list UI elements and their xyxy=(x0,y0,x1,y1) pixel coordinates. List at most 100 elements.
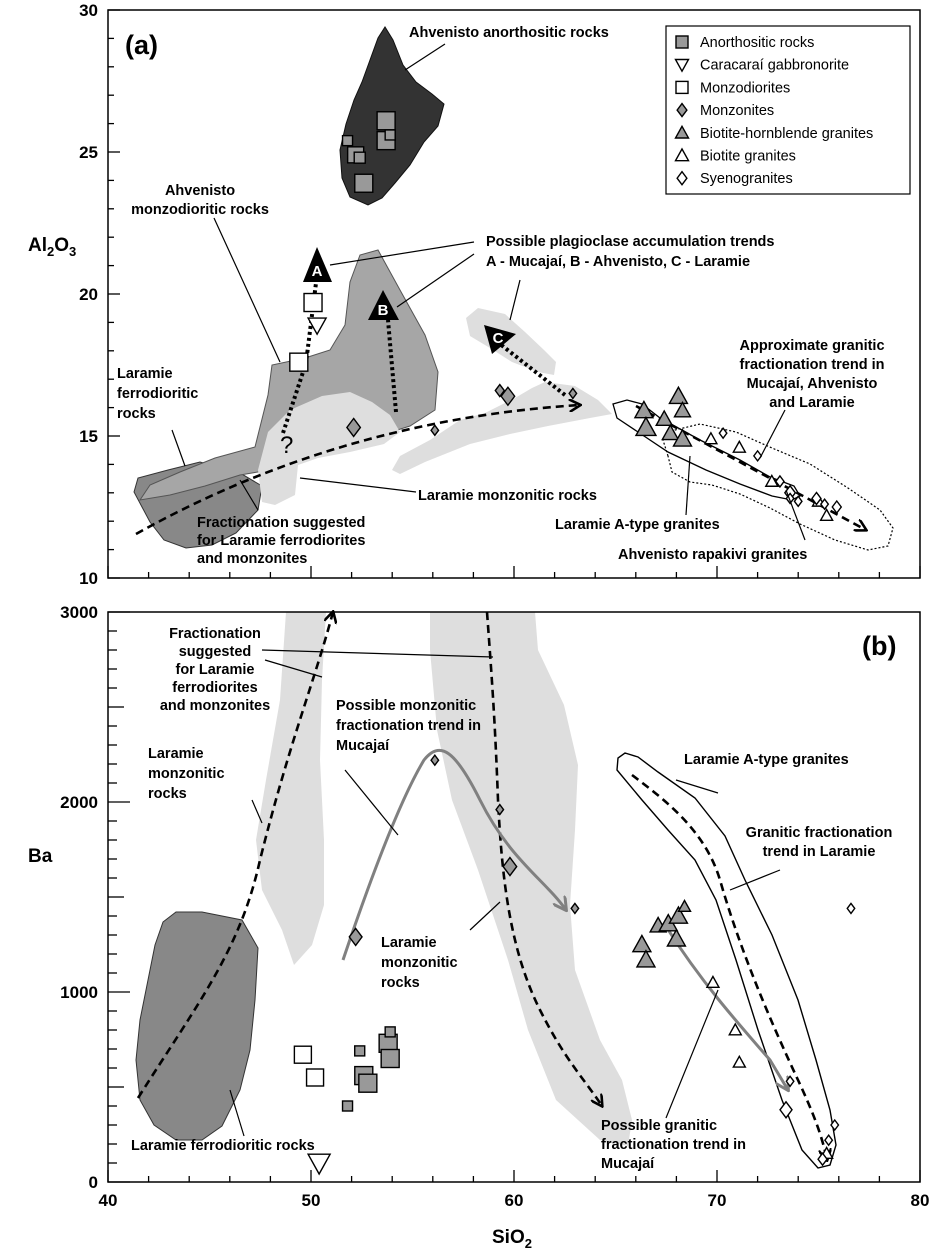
label-fractionation-a: Fractionation suggested for Laramie ferro… xyxy=(197,515,365,567)
syenogranites-point xyxy=(819,497,830,511)
panel-a: A B C ? Anorthositic rocks Caracaraí gabb… xyxy=(28,1,921,588)
y-tick-label-b: 1000 xyxy=(60,983,98,1002)
x-tick-label: 40 xyxy=(99,1191,118,1210)
legend: Anorthositic rocks Caracaraí gabbronorite… xyxy=(674,35,873,187)
syenogranites-point xyxy=(830,1118,840,1132)
anorthositic-rocks-point xyxy=(341,1100,354,1112)
y-axis-title-a: Al2O3 xyxy=(28,235,76,259)
trend-a-letter: A xyxy=(312,263,323,280)
legend-label: Monzonites xyxy=(700,103,774,119)
anorthositic-rocks-point xyxy=(354,173,374,193)
panel-label-b: (b) xyxy=(862,631,896,661)
label-laramie-a-type-b: Laramie A-type granites xyxy=(684,752,849,768)
label-ahvenisto-anorthositic: Ahvenisto anorthositic rocks xyxy=(409,25,609,41)
monzodiorites-point xyxy=(303,292,323,313)
y-axis-title-b: Ba xyxy=(28,846,53,867)
anorthositic-rocks-point xyxy=(341,134,354,147)
biotite-hornblende-granites-point xyxy=(668,385,689,405)
biotite-granites-point xyxy=(819,508,834,522)
monzonites-point xyxy=(430,424,440,437)
caracara-gabbronorite-point xyxy=(306,317,328,336)
label-laramie-ferrodioritic-a: Laramie ferrodioritic rocks xyxy=(117,366,198,422)
axes-b: 0 1000 2000 3000 40 50 60 70 80 xyxy=(60,603,929,1210)
legend-marker xyxy=(674,58,690,73)
syenogranites-point xyxy=(824,1134,834,1147)
monzonites-point xyxy=(430,754,440,767)
y-tick-label-b: 0 xyxy=(89,1173,98,1192)
legend-label: Anorthositic rocks xyxy=(700,35,814,51)
label-plagioclase-trends: Possible plagioclase accumulation trends… xyxy=(486,234,774,270)
y-tick-label-a: 25 xyxy=(79,143,98,162)
biotite-hornblende-granites-point xyxy=(633,399,655,419)
label-laramie-a-type-a: Laramie A-type granites xyxy=(555,517,720,533)
biotite-hornblende-granites-point xyxy=(631,934,653,953)
granitic-fractionation-trend-a xyxy=(635,404,866,530)
label-laramie-ferrodioritic-b: Laramie ferrodioritic rocks xyxy=(131,1138,315,1154)
biotite-hornblende-granites-point xyxy=(673,400,692,418)
laramie-monzonitic-field-a-right xyxy=(392,382,612,474)
laramie-monzonitic-field-b-left xyxy=(256,612,326,965)
legend-label: Biotite-hornblende granites xyxy=(700,126,873,142)
biotite-hornblende-granites-point xyxy=(668,905,689,924)
y-tick-label-a: 30 xyxy=(79,1,98,20)
trend-b-arrowhead xyxy=(368,290,399,320)
monzodiorites-point xyxy=(289,352,309,372)
trend-c-line xyxy=(498,342,567,397)
biotite-granites-point xyxy=(764,473,779,487)
label-granitic-trend-mucajai: Possible granitic fractionation trend in M… xyxy=(601,1118,746,1172)
label-laramie-monzonitic-a: Laramie monzonitic rocks xyxy=(418,488,597,504)
y-tick-label-a: 20 xyxy=(79,285,98,304)
biotite-hornblende-granites-point xyxy=(666,928,687,947)
syenogranites-point xyxy=(793,495,803,508)
monzonitic-trend-mucajai xyxy=(341,748,566,961)
syenogranites-point xyxy=(846,902,856,915)
monzonites-point xyxy=(500,386,516,407)
anorthositic-rocks-point xyxy=(353,151,366,164)
legend-marker xyxy=(675,35,689,49)
legend-marker xyxy=(676,170,688,186)
anorthositic-rocks-point xyxy=(384,129,396,141)
fractionation-trend-b-left xyxy=(136,612,333,1099)
syenogranites-point xyxy=(785,1075,795,1088)
ahvenisto-rapakivi-granite-field xyxy=(662,423,894,551)
trend-c-letter: C xyxy=(493,330,504,347)
legend-box xyxy=(665,25,911,195)
legend-label: Syenogranites xyxy=(700,171,793,187)
leader-lines-a xyxy=(171,43,806,541)
legend-marker xyxy=(676,102,688,118)
leader-lines-b xyxy=(229,649,781,1137)
granitic-trend-mucajai xyxy=(665,927,788,1090)
biotite-hornblende-granites-point xyxy=(677,899,692,912)
biotite-granites-point xyxy=(732,439,747,453)
monzonites-point xyxy=(502,856,518,877)
monzonites-point xyxy=(346,417,362,438)
trend-a-arrowhead xyxy=(303,247,332,282)
trend-c-arrowhead xyxy=(484,325,516,354)
laramie-a-type-granite-field-a xyxy=(612,399,801,501)
biotite-granites-point xyxy=(705,975,721,988)
anorthositic-rocks-point xyxy=(376,111,396,131)
biotite-granites-point xyxy=(732,1054,747,1068)
laramie-monzonitic-field-a-upper xyxy=(466,308,556,375)
label-laramie-monzonitic-b-left: Laramie monzonitic rocks xyxy=(148,746,225,802)
syenogranites-point xyxy=(811,491,822,506)
legend-label: Biotite granites xyxy=(700,149,796,165)
biotite-hornblende-granites-point xyxy=(634,416,658,437)
syenogranites-point xyxy=(774,474,785,489)
fractionation-trend-b-right xyxy=(485,611,602,1106)
question-mark: ? xyxy=(280,432,293,459)
axes-a: 10 15 20 25 30 xyxy=(79,1,921,588)
x-tick-label: 70 xyxy=(708,1191,727,1210)
syenogranites-point xyxy=(817,1152,828,1167)
monzonites-point xyxy=(495,803,505,816)
legend-marker xyxy=(675,80,689,95)
points-b xyxy=(293,754,856,1176)
biotite-hornblende-granites-point xyxy=(661,423,680,441)
monzonites-point xyxy=(494,383,506,398)
monzonites-point xyxy=(348,927,363,947)
granitic-trend-laramie xyxy=(631,773,827,1160)
x-axis-title: SiO2 xyxy=(492,1227,532,1251)
monzonites-point xyxy=(568,387,578,400)
biotite-hornblende-granites-point xyxy=(672,428,693,447)
